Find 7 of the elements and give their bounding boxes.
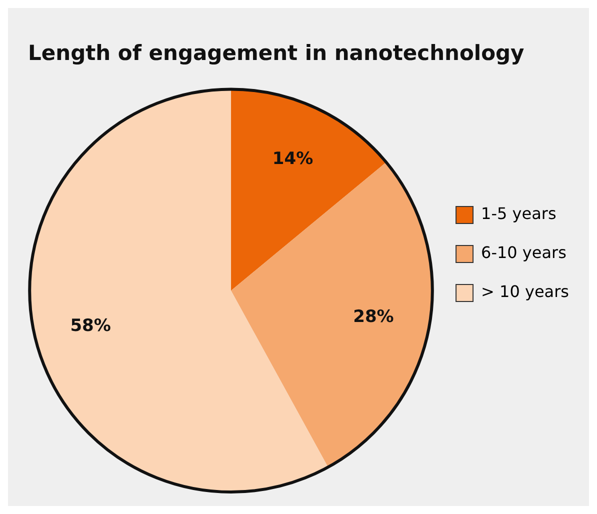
legend-label: 6-10 years — [481, 243, 566, 262]
data-label: 14% — [272, 148, 314, 169]
chart-title: Length of engagement in nanotechnology — [28, 41, 525, 66]
data-label: 28% — [353, 307, 394, 328]
legend-label: 1-5 years — [481, 204, 556, 224]
legend-label: > 10 years — [481, 282, 569, 302]
data-label: 58% — [70, 316, 111, 336]
